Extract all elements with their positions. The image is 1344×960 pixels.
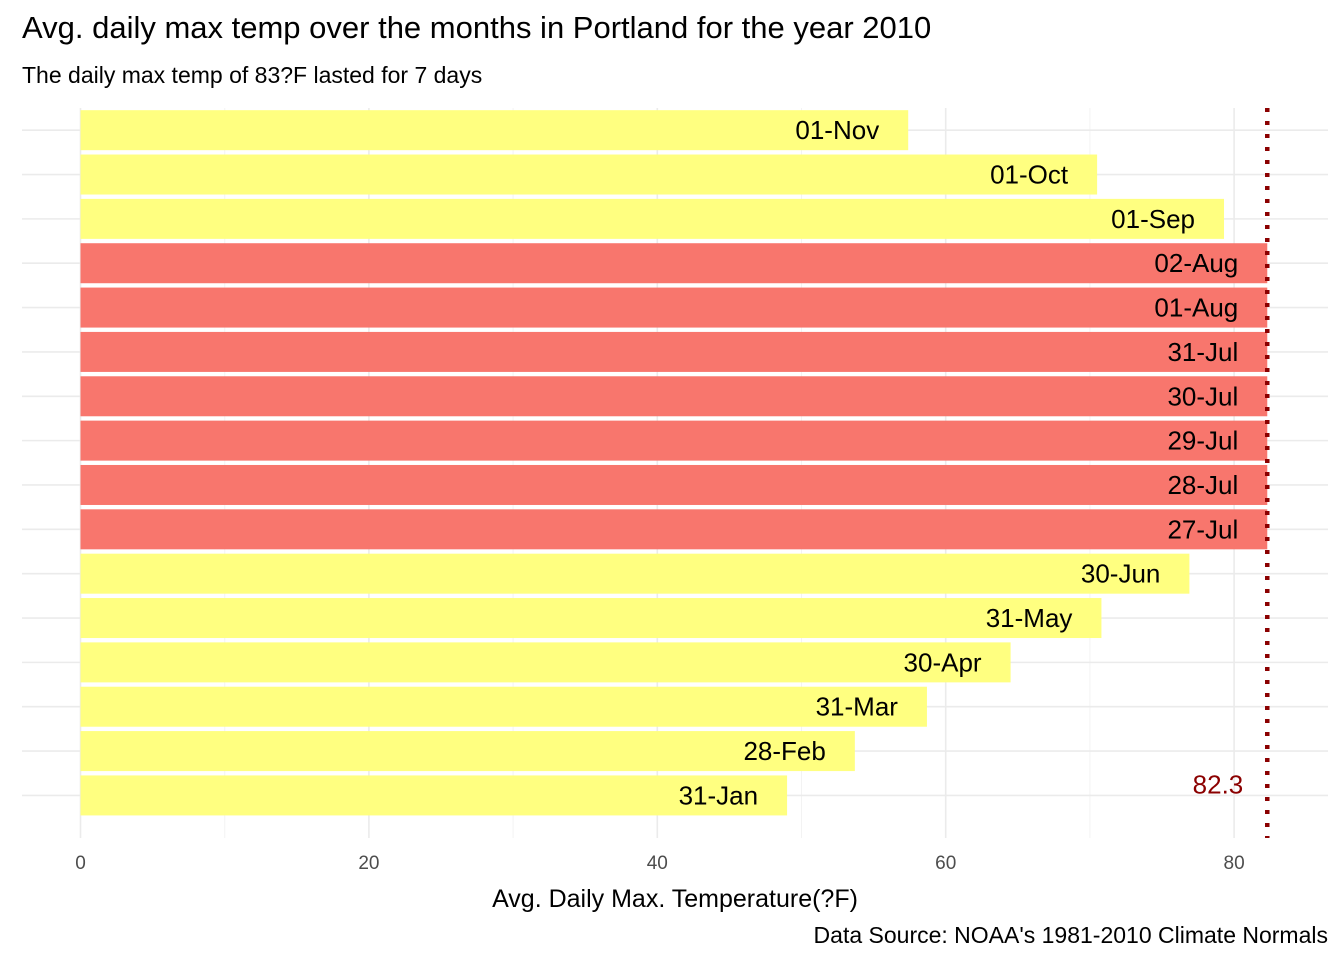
x-tick-label-0: 0 [75, 853, 86, 874]
bar-label-28-Jul: 28-Jul [1167, 470, 1238, 500]
reference-line-label: 82.3 [1193, 769, 1244, 799]
bar-30-Apr [80, 642, 1011, 683]
chart-subtitle: The daily max temp of 83?F lasted for 7 … [22, 62, 483, 88]
bar-label-01-Sep: 01-Sep [1111, 204, 1195, 234]
bar-28-Feb [80, 731, 855, 772]
bar-27-Jul [80, 509, 1268, 550]
reference-line-group: 82.3 [1193, 108, 1270, 838]
bar-28-Jul [80, 464, 1268, 505]
bar-label-30-Jun: 30-Jun [1081, 559, 1161, 589]
bar-29-Jul [80, 420, 1268, 461]
bar-30-Jun [80, 553, 1190, 594]
bar-label-02-Aug: 02-Aug [1154, 248, 1238, 278]
bar-31-Jan [80, 775, 788, 816]
bar-label-30-Apr: 30-Apr [904, 647, 982, 677]
bar-01-Oct [80, 154, 1098, 195]
x-axis-ticks: 0 20 40 60 80 [75, 853, 1244, 874]
x-tick-label-40: 40 [647, 853, 668, 874]
bar-02-Aug [80, 243, 1268, 284]
bar-label-27-Jul: 27-Jul [1167, 514, 1238, 544]
bar-label-31-May: 31-May [986, 603, 1073, 633]
bar-01-Nov [80, 110, 909, 151]
bar-label-31-Mar: 31-Mar [816, 692, 899, 722]
bar-30-Jul [80, 376, 1268, 417]
bar-31-Mar [80, 686, 927, 727]
bar-label-01-Aug: 01-Aug [1154, 293, 1238, 323]
x-tick-label-20: 20 [358, 853, 379, 874]
bar-label-01-Oct: 01-Oct [990, 160, 1069, 190]
bar-label-28-Feb: 28-Feb [743, 736, 825, 766]
bar-31-May [80, 598, 1102, 639]
chart-caption: Data Source: NOAA's 1981-2010 Climate No… [813, 922, 1328, 948]
bar-label-01-Nov: 01-Nov [795, 115, 879, 145]
x-tick-label-80: 80 [1224, 853, 1245, 874]
bar-label-30-Jul: 30-Jul [1167, 381, 1238, 411]
bar-label-31-Jan: 31-Jan [679, 780, 759, 810]
chart-title: Avg. daily max temp over the months in P… [22, 10, 932, 45]
bar-01-Aug [80, 287, 1268, 328]
x-axis-title: Avg. Daily Max. Temperature(?F) [492, 885, 858, 913]
bar-label-31-Jul: 31-Jul [1167, 337, 1238, 367]
x-tick-label-60: 60 [935, 853, 956, 874]
bar-label-29-Jul: 29-Jul [1167, 426, 1238, 456]
bar-31-Jul [80, 331, 1268, 372]
bar-01-Sep [80, 198, 1225, 239]
